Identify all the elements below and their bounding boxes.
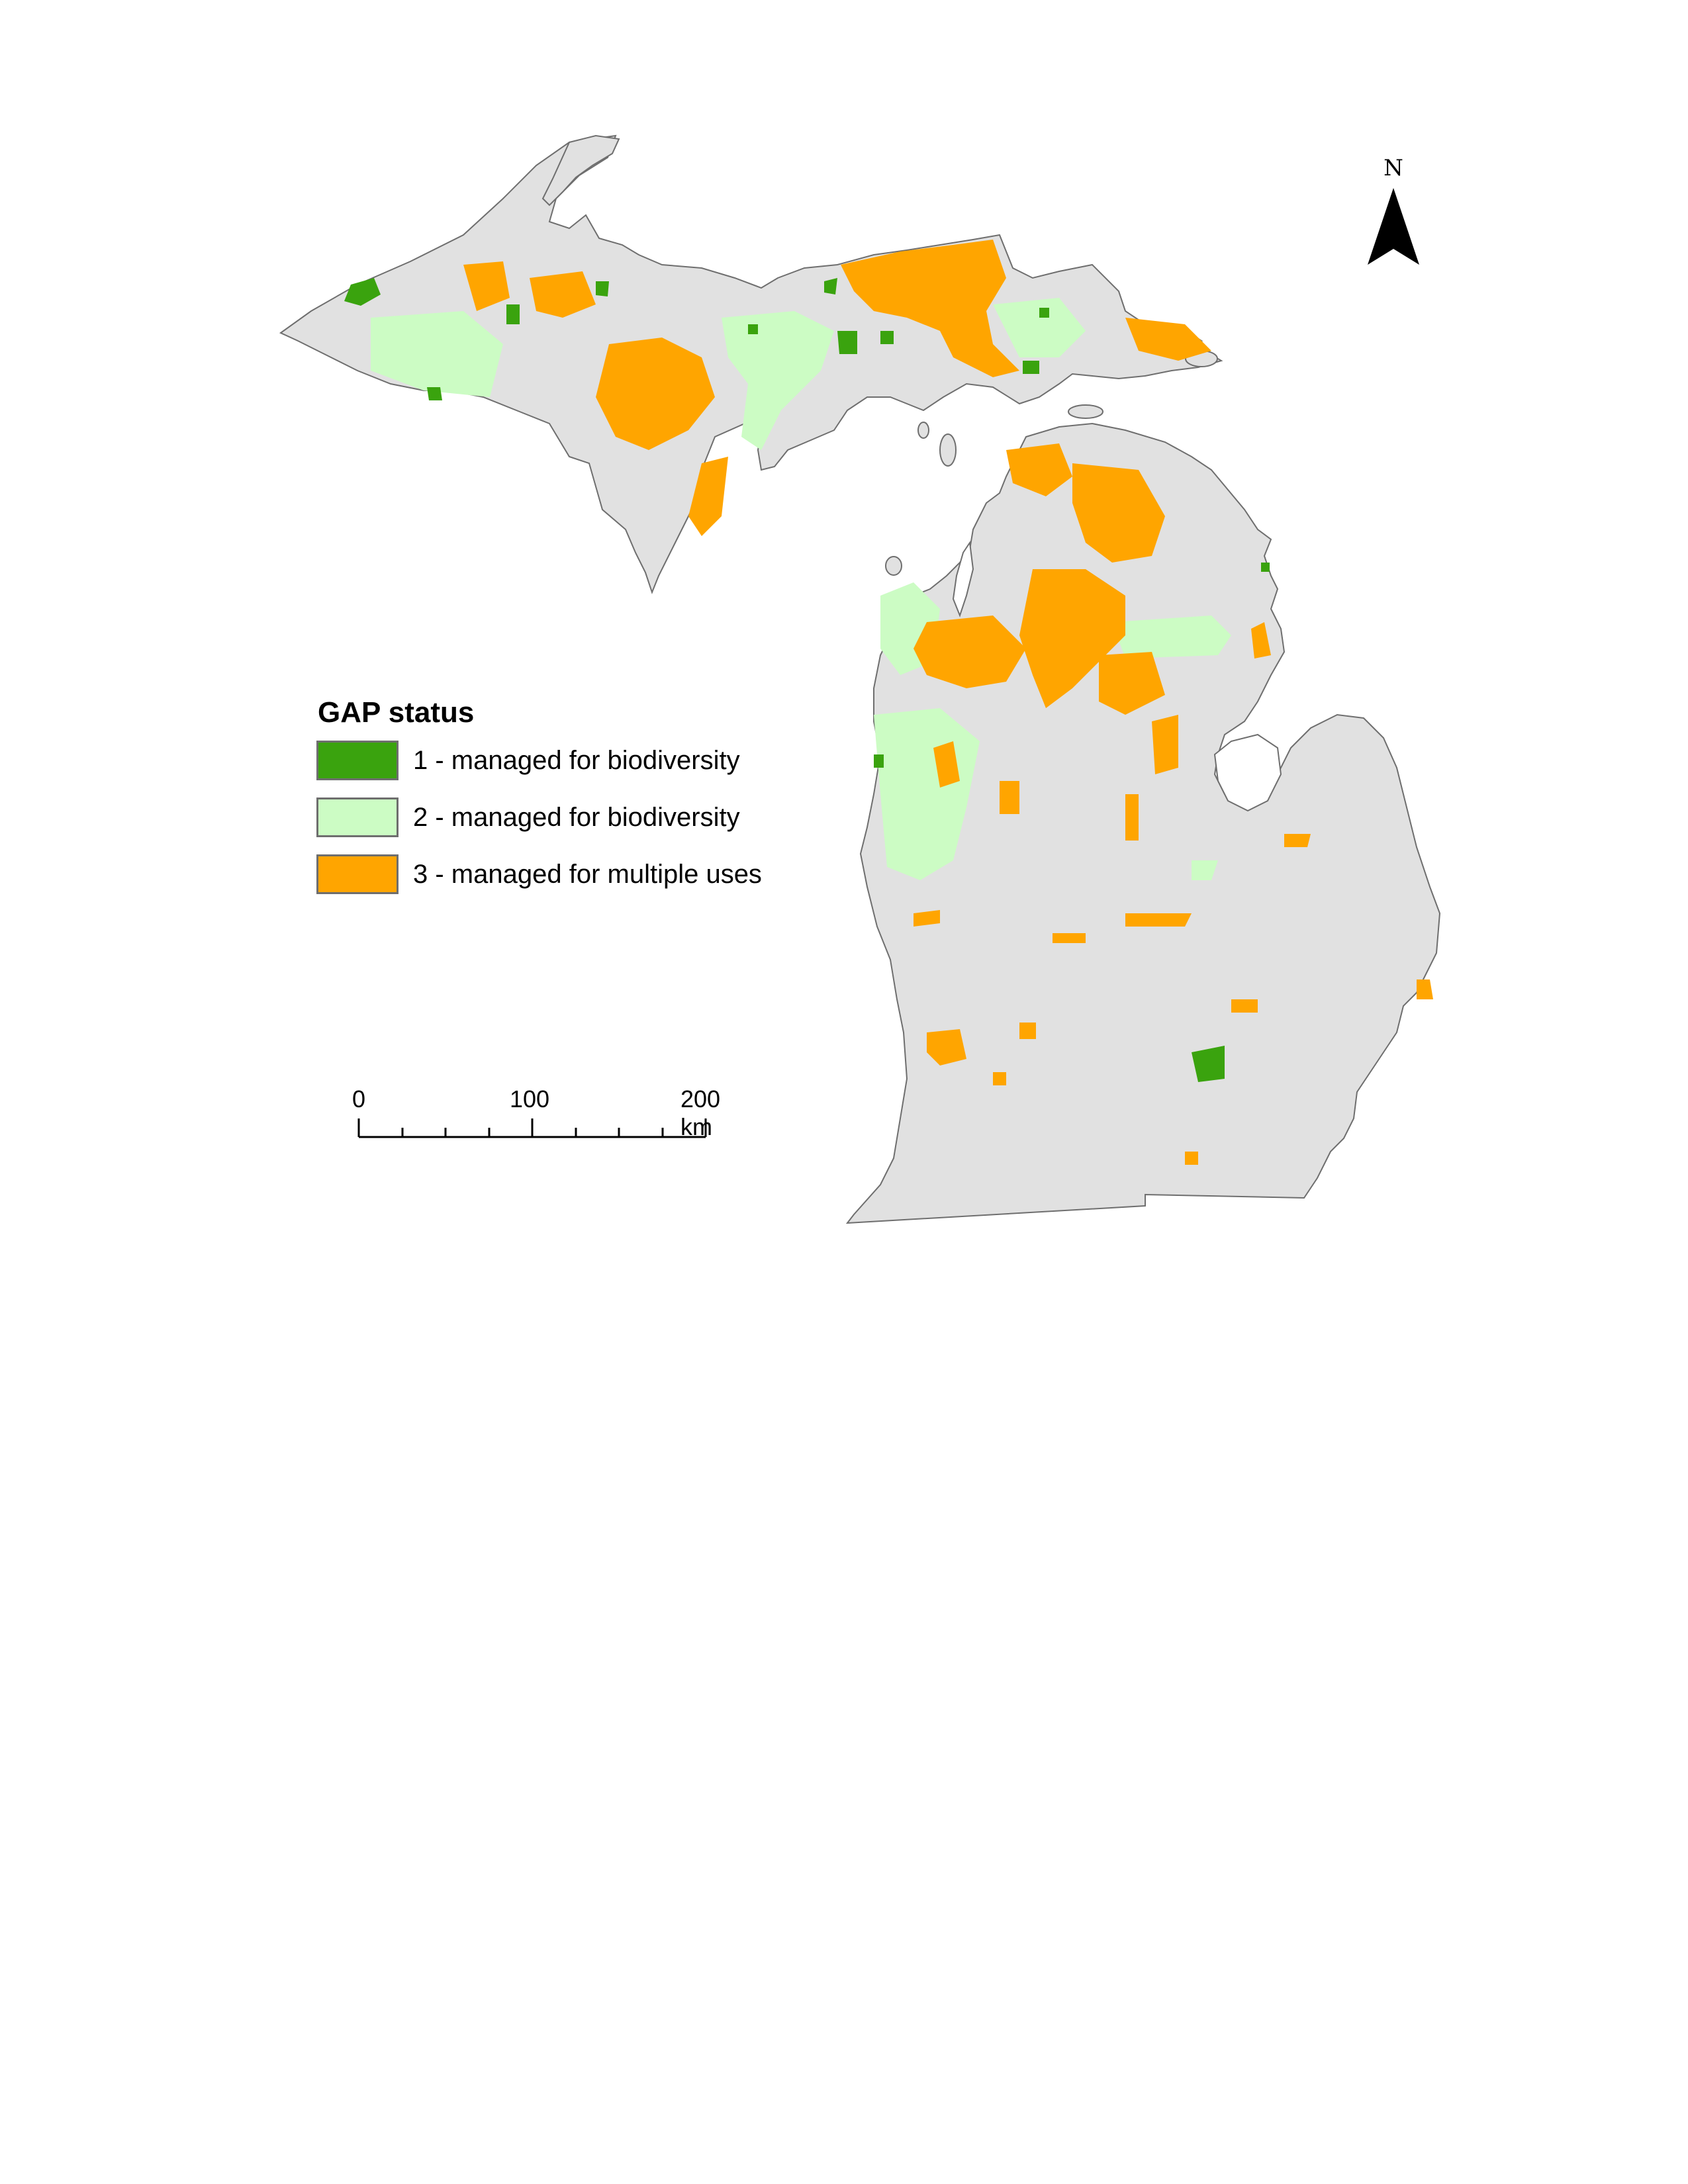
legend-item-gap-3: 3 - managed for multiple uses xyxy=(316,854,762,895)
scale-bar-graphic xyxy=(357,1118,707,1138)
gap-status-1-areas xyxy=(344,278,1270,1082)
legend-label-gap-2: 2 - managed for biodiversity xyxy=(413,802,740,832)
legend-title: GAP status xyxy=(318,696,475,729)
legend-label-gap-1: 1 - managed for biodiversity xyxy=(413,745,740,775)
legend-swatch-gap-2 xyxy=(316,797,399,837)
scale-bar: 0 100 200 km xyxy=(352,1085,728,1152)
beaver-island xyxy=(939,433,957,467)
scale-label-0: 0 xyxy=(352,1085,366,1113)
legend-label-gap-3: 3 - managed for multiple uses xyxy=(413,859,762,889)
keweenaw-peninsula xyxy=(541,134,620,206)
north-manitou-island xyxy=(885,556,902,576)
legend-swatch-gap-3 xyxy=(316,854,399,894)
legend-swatch-gap-1 xyxy=(316,741,399,780)
scale-label-100: 100 xyxy=(510,1085,550,1113)
north-arrow-icon xyxy=(1368,188,1419,265)
garden-island xyxy=(917,422,929,439)
bois-blanc-island xyxy=(1068,404,1103,419)
legend: GAP status 1 - managed for biodiversity … xyxy=(316,696,762,911)
north-arrow: N xyxy=(1364,155,1423,274)
saginaw-bay xyxy=(1213,733,1282,812)
legend-item-gap-2: 2 - managed for biodiversity xyxy=(316,797,762,838)
scale-label-200: 200 km xyxy=(680,1085,721,1140)
gap-status-3-areas xyxy=(463,240,1433,1165)
north-label: N xyxy=(1383,155,1403,181)
legend-item-gap-1: 1 - managed for biodiversity xyxy=(316,740,762,781)
grand-traverse-bay xyxy=(952,541,974,617)
